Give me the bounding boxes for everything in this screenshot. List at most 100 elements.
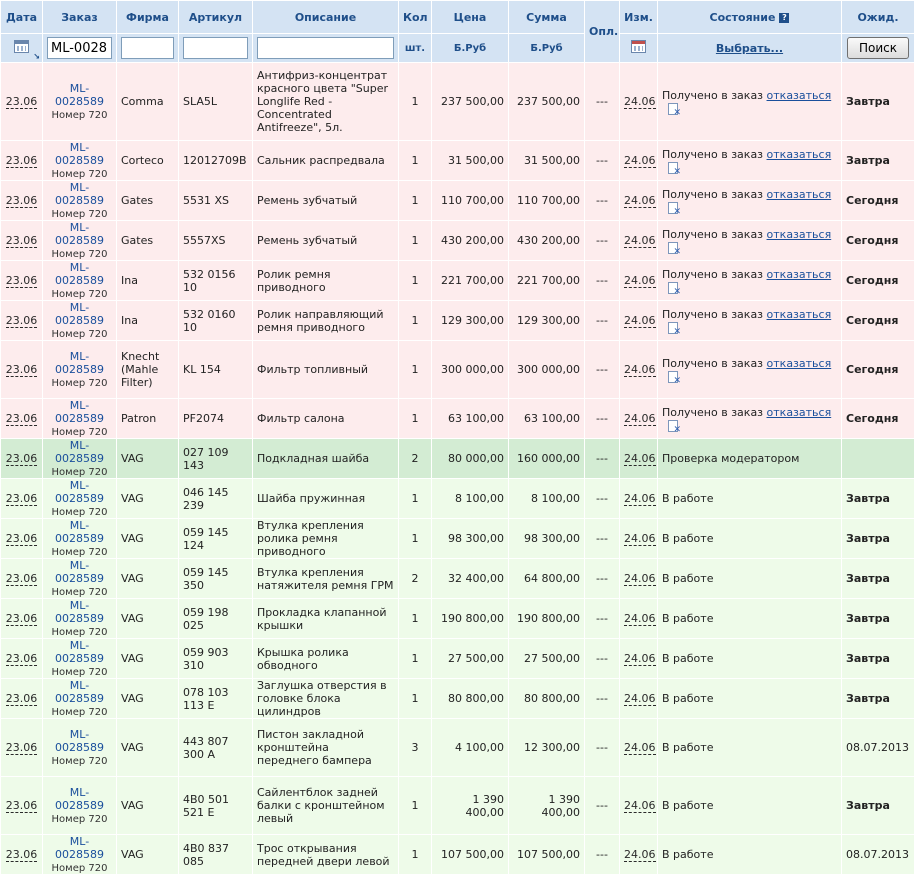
col-date[interactable]: Дата xyxy=(1,1,43,34)
status-cell: В работе xyxy=(658,599,842,639)
description-cell: Крышка ролика обводного xyxy=(253,639,399,679)
refuse-link[interactable]: отказаться xyxy=(767,406,832,419)
order-link[interactable]: ML-0028589 xyxy=(47,599,112,625)
paid-cell: --- xyxy=(585,63,620,141)
qty-cell: 1 xyxy=(399,301,432,341)
order-link[interactable]: ML-0028589 xyxy=(47,559,112,585)
delete-icon[interactable] xyxy=(668,322,678,334)
changed-date-link[interactable]: 24.06 xyxy=(624,452,656,466)
order-link[interactable]: ML-0028589 xyxy=(47,141,112,167)
changed-date-link[interactable]: 24.06 xyxy=(624,95,656,109)
delete-icon[interactable] xyxy=(668,202,678,214)
date-link[interactable]: 23.06 xyxy=(6,741,38,755)
date-link[interactable]: 23.06 xyxy=(6,612,38,626)
col-description[interactable]: Описание xyxy=(253,1,399,34)
delete-icon[interactable] xyxy=(668,162,678,174)
description-filter-input[interactable] xyxy=(257,37,394,59)
date-link[interactable]: 23.06 xyxy=(6,274,38,288)
changed-date-link[interactable]: 24.06 xyxy=(624,412,656,426)
price-cell: 80 000,00 xyxy=(432,439,509,479)
date-link[interactable]: 23.06 xyxy=(6,572,38,586)
delete-icon[interactable] xyxy=(668,103,678,115)
state-choose-link[interactable]: Выбрать... xyxy=(716,42,783,55)
col-price[interactable]: Цена xyxy=(432,1,509,34)
col-order[interactable]: Заказ xyxy=(43,1,117,34)
changed-date-link[interactable]: 24.06 xyxy=(624,799,656,813)
order-filter-input[interactable] xyxy=(47,37,112,59)
date-link[interactable]: 23.06 xyxy=(6,154,38,168)
order-link[interactable]: ML-0028589 xyxy=(47,181,112,207)
wait-cell: 08.07.2013 xyxy=(842,719,914,777)
changed-date-link[interactable]: 24.06 xyxy=(624,314,656,328)
date-link[interactable]: 23.06 xyxy=(6,492,38,506)
order-link[interactable]: ML-0028589 xyxy=(47,82,112,108)
order-link[interactable]: ML-0028589 xyxy=(47,301,112,327)
date-link[interactable]: 23.06 xyxy=(6,194,38,208)
changed-date-link[interactable]: 24.06 xyxy=(624,572,656,586)
changed-date-link[interactable]: 24.06 xyxy=(624,652,656,666)
order-link[interactable]: ML-0028589 xyxy=(47,835,112,861)
order-link[interactable]: ML-0028589 xyxy=(47,786,112,812)
col-firm[interactable]: Фирма xyxy=(117,1,179,34)
status-cell: В работе xyxy=(658,777,842,835)
delete-icon[interactable] xyxy=(668,282,678,294)
sort-arrow-icon[interactable]: ↘ xyxy=(33,52,40,61)
order-link[interactable]: ML-0028589 xyxy=(47,221,112,247)
refuse-link[interactable]: отказаться xyxy=(767,228,832,241)
search-button[interactable]: Поиск xyxy=(847,37,909,59)
date-link[interactable]: 23.06 xyxy=(6,848,38,862)
article-filter-input[interactable] xyxy=(183,37,248,59)
changed-date-link[interactable]: 24.06 xyxy=(624,848,656,862)
col-paid[interactable]: Опл. xyxy=(585,1,620,63)
delete-icon[interactable] xyxy=(668,242,678,254)
order-link[interactable]: ML-0028589 xyxy=(47,350,112,376)
date-link[interactable]: 23.06 xyxy=(6,452,38,466)
changed-date-link[interactable]: 24.06 xyxy=(624,532,656,546)
changed-date-link[interactable]: 24.06 xyxy=(624,194,656,208)
date-link[interactable]: 23.06 xyxy=(6,234,38,248)
col-qty[interactable]: Кол xyxy=(399,1,432,34)
changed-date-link[interactable]: 24.06 xyxy=(624,363,656,377)
refuse-link[interactable]: отказаться xyxy=(767,268,832,281)
changed-date-link[interactable]: 24.06 xyxy=(624,492,656,506)
changed-date-link[interactable]: 24.06 xyxy=(624,274,656,288)
sum-cell: 129 300,00 xyxy=(509,301,585,341)
date-link[interactable]: 23.06 xyxy=(6,95,38,109)
date-link[interactable]: 23.06 xyxy=(6,652,38,666)
refuse-link[interactable]: отказаться xyxy=(767,188,832,201)
date-link[interactable]: 23.06 xyxy=(6,532,38,546)
firm-filter-input[interactable] xyxy=(121,37,174,59)
date-link[interactable]: 23.06 xyxy=(6,314,38,328)
calendar-icon[interactable] xyxy=(14,40,29,53)
firm-cell: VAG xyxy=(117,599,179,639)
changed-date-link[interactable]: 24.06 xyxy=(624,234,656,248)
changed-date-link[interactable]: 24.06 xyxy=(624,692,656,706)
order-link[interactable]: ML-0028589 xyxy=(47,679,112,705)
order-link[interactable]: ML-0028589 xyxy=(47,261,112,287)
order-link[interactable]: ML-0028589 xyxy=(47,519,112,545)
changed-date-link[interactable]: 24.06 xyxy=(624,154,656,168)
col-article[interactable]: Артикул xyxy=(179,1,253,34)
refuse-link[interactable]: отказаться xyxy=(767,308,832,321)
refuse-link[interactable]: отказаться xyxy=(767,357,832,370)
refuse-link[interactable]: отказаться xyxy=(767,89,832,102)
changed-date-link[interactable]: 24.06 xyxy=(624,612,656,626)
help-icon[interactable]: ? xyxy=(779,13,789,23)
date-link[interactable]: 23.06 xyxy=(6,412,38,426)
delete-icon[interactable] xyxy=(668,371,678,383)
col-sum[interactable]: Сумма xyxy=(509,1,585,34)
delete-icon[interactable] xyxy=(668,420,678,432)
order-link[interactable]: ML-0028589 xyxy=(47,399,112,425)
col-changed[interactable]: Изм. xyxy=(620,1,658,34)
date-link[interactable]: 23.06 xyxy=(6,692,38,706)
refuse-link[interactable]: отказаться xyxy=(767,148,832,161)
order-link[interactable]: ML-0028589 xyxy=(47,728,112,754)
date-link[interactable]: 23.06 xyxy=(6,363,38,377)
col-wait[interactable]: Ожид. xyxy=(842,1,914,34)
calendar-icon[interactable] xyxy=(631,40,646,53)
order-link[interactable]: ML-0028589 xyxy=(47,639,112,665)
order-link[interactable]: ML-0028589 xyxy=(47,439,112,465)
changed-date-link[interactable]: 24.06 xyxy=(624,741,656,755)
date-link[interactable]: 23.06 xyxy=(6,799,38,813)
order-link[interactable]: ML-0028589 xyxy=(47,479,112,505)
